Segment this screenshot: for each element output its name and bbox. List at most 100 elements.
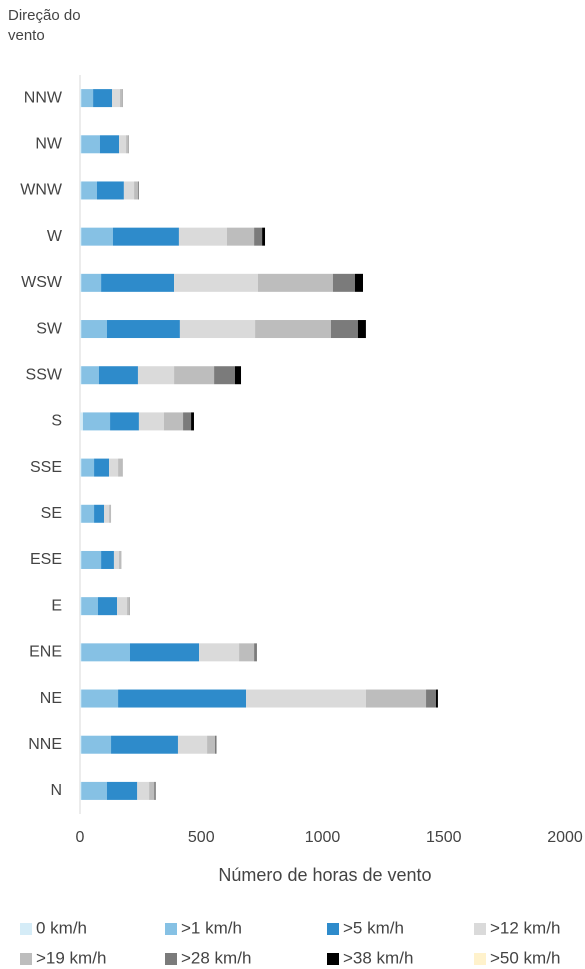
bar-segment: [81, 273, 102, 292]
legend-swatch: [165, 923, 177, 935]
bar-segment: [179, 320, 256, 339]
bar-segment: [254, 227, 263, 246]
y-tick-label: NE: [40, 690, 62, 707]
bar-segment: [426, 689, 436, 708]
bar-segment: [97, 597, 118, 616]
y-tick-label: WNW: [20, 182, 63, 199]
bar-segment: [435, 689, 438, 708]
y-tick-label: S: [51, 413, 62, 430]
legend-swatch: [165, 953, 177, 965]
y-tick-label: E: [51, 597, 62, 614]
bar-segment: [246, 689, 366, 708]
legend-label: >50 km/h: [490, 948, 560, 967]
bar-segment: [226, 227, 255, 246]
bar-segment: [215, 735, 216, 754]
y-tick-label: NW: [35, 136, 63, 153]
bar-segment: [119, 135, 127, 154]
bar-segment: [113, 550, 120, 569]
x-tick-label: 1000: [305, 829, 341, 846]
bar-segment: [80, 227, 82, 246]
bar-segment: [354, 273, 363, 292]
bar-segment: [357, 320, 366, 339]
bar-segment: [332, 273, 355, 292]
bar-segment: [111, 735, 178, 754]
bar-segment: [81, 504, 95, 523]
bar-segment: [81, 643, 130, 662]
bar-segment: [330, 320, 358, 339]
bar-segment: [207, 735, 216, 754]
bar-segment: [117, 597, 128, 616]
bar-segment: [81, 597, 98, 616]
bar-segment: [178, 227, 227, 246]
bar-segment: [254, 643, 257, 662]
bar-segment: [80, 135, 82, 154]
bar-segment: [104, 504, 110, 523]
legend-swatch: [327, 923, 339, 935]
legend-label: >5 km/h: [343, 918, 404, 937]
bar-segment: [81, 135, 100, 154]
bar-segment: [174, 366, 215, 385]
bar-segment: [80, 366, 82, 385]
bar-segment: [119, 550, 121, 569]
bar-segment: [110, 412, 139, 431]
bar-segment: [81, 458, 95, 477]
bar-segment: [80, 689, 82, 708]
bar-segment: [120, 89, 122, 108]
bar-segment: [81, 89, 94, 108]
bar-segment: [177, 735, 208, 754]
y-tick-label: ENE: [29, 644, 62, 661]
y-tick-label: SSE: [30, 459, 62, 476]
legend-label: >1 km/h: [181, 918, 242, 937]
bar-segment: [123, 181, 135, 200]
bar-segment: [149, 781, 155, 800]
bar-segment: [126, 135, 129, 154]
bar-segment: [365, 689, 427, 708]
bar-segment: [118, 458, 122, 477]
bar-segment: [80, 320, 82, 339]
bar-segment: [127, 597, 129, 616]
x-tick-label: 500: [188, 829, 215, 846]
bar-segment: [80, 781, 82, 800]
legend-swatch: [20, 953, 32, 965]
legend-swatch: [474, 953, 486, 965]
y-tick-label: N: [50, 782, 62, 799]
bar-segment: [81, 366, 99, 385]
bar-segment: [234, 366, 242, 385]
legend-label: >19 km/h: [36, 948, 106, 967]
legend-swatch: [474, 923, 486, 935]
bar-segment: [134, 181, 138, 200]
legend-label: 0 km/h: [36, 918, 87, 937]
y-axis-title: Direção do vento: [8, 7, 81, 44]
bar-segment: [101, 273, 175, 292]
bar-segment: [199, 643, 240, 662]
bar-segment: [80, 597, 82, 616]
bar-segment: [80, 458, 82, 477]
legend-label: >12 km/h: [490, 918, 560, 937]
bar-segment: [80, 181, 82, 200]
bar-segment: [257, 273, 333, 292]
legend-label: >38 km/h: [343, 948, 413, 967]
bar-segment: [98, 366, 138, 385]
legend-label: >28 km/h: [181, 948, 251, 967]
bar-segment: [81, 735, 112, 754]
bar-segment: [118, 689, 247, 708]
bar-segment: [138, 412, 164, 431]
y-tick-label: NNE: [28, 736, 62, 753]
bar-segment: [81, 550, 102, 569]
bar-segment: [112, 89, 121, 108]
bar-segment: [99, 135, 120, 154]
bar-segment: [80, 89, 82, 108]
bar-segment: [80, 735, 82, 754]
legend-swatch: [20, 923, 32, 935]
y-tick-label: W: [47, 228, 63, 245]
bar-segment: [80, 550, 82, 569]
legend-swatch: [327, 953, 339, 965]
bar-segment: [94, 504, 105, 523]
bar-segment: [106, 320, 180, 339]
x-axis-title: Número de horas de vento: [218, 865, 431, 885]
bar-segment: [262, 227, 266, 246]
y-tick-label: ESE: [30, 551, 62, 568]
y-tick-label: NNW: [24, 89, 63, 106]
bar-segment: [81, 781, 107, 800]
